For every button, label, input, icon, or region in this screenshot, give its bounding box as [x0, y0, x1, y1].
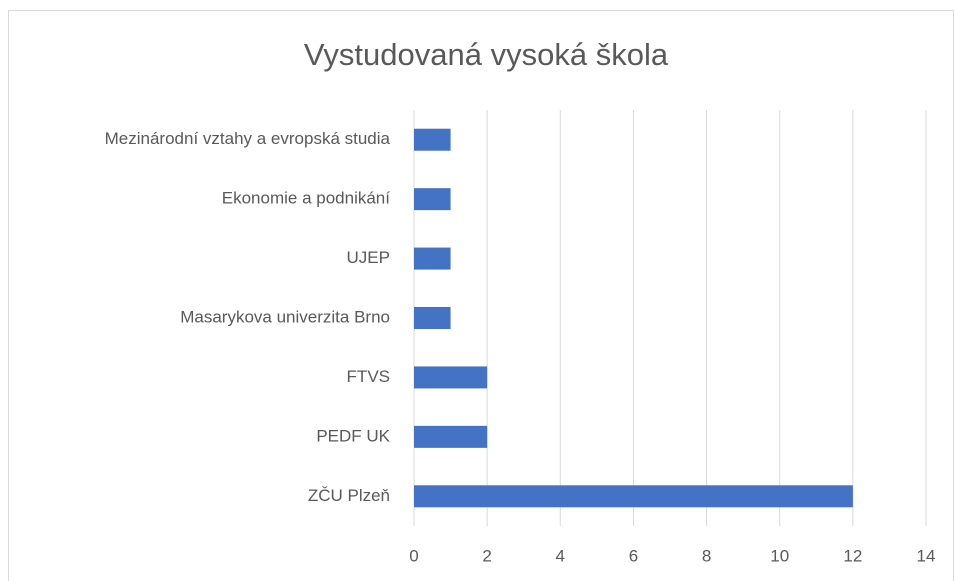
y-tick-label: UJEP	[347, 248, 390, 267]
x-tick-label: 2	[482, 546, 491, 565]
bar	[414, 366, 488, 389]
x-tick-label: 4	[556, 546, 565, 565]
bar	[414, 307, 451, 329]
y-tick-label: Mezinárodní vztahy a evropská studia	[105, 129, 391, 148]
x-tick-label: 0	[409, 546, 418, 565]
bar	[414, 247, 451, 270]
bar	[414, 485, 853, 508]
y-tick-label: Ekonomie a podnikání	[222, 189, 391, 208]
x-tick-label: 6	[629, 546, 638, 565]
bar	[414, 188, 451, 211]
x-tick-label: 12	[843, 546, 862, 565]
x-tick-label: 14	[917, 546, 936, 565]
y-tick-label: FTVS	[347, 367, 390, 386]
bar	[414, 128, 451, 151]
y-tick-label: PEDF UK	[316, 426, 390, 445]
x-tick-label: 10	[770, 546, 789, 565]
y-tick-label: ZČU Plzeň	[308, 486, 390, 505]
y-tick-label: Masarykova univerzita Brno	[180, 307, 390, 326]
x-tick-label: 8	[702, 546, 711, 565]
bar	[414, 425, 488, 448]
chart-title: Vystudovaná vysoká škola	[304, 37, 669, 72]
